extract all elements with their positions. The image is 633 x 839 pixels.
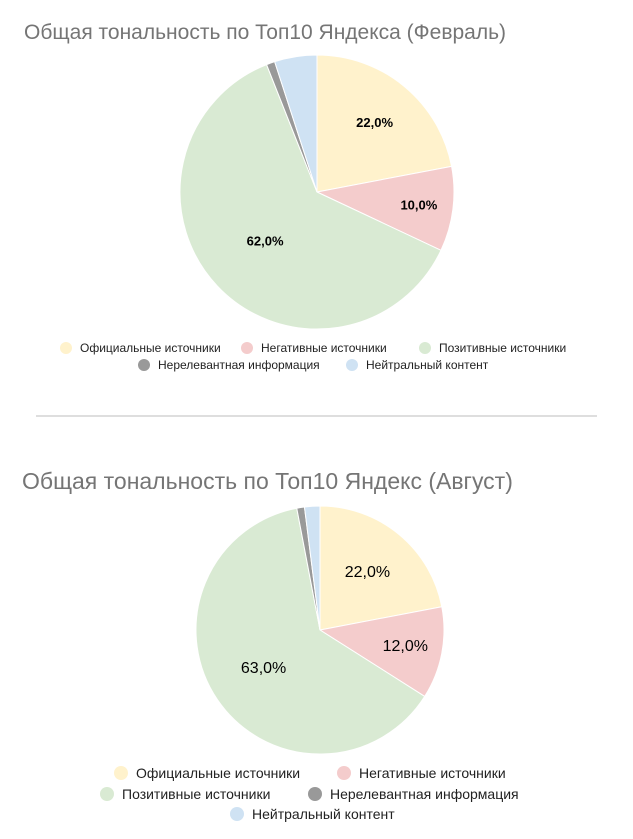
legend-item-positive: Позитивные источники [439,341,566,355]
legend-item-negative: Негативные источники [261,341,387,355]
legend-february: Официальные источники Негативные источник… [60,341,566,372]
data-label-positive: 63,0% [241,660,286,677]
legend-august: Официальные источники Негативные источник… [100,765,519,822]
slice-official [316,54,453,193]
legend-swatch-positive [100,787,114,801]
legend-swatch-neutral [230,807,244,821]
pie-february [179,54,455,330]
legend-swatch-official [114,766,128,780]
legend-item-neutral: Нейтральный контент [252,806,395,822]
legend-item-official: Официальные источники [80,341,221,355]
slice-negative [315,165,455,251]
legend-item-official: Официальные источники [136,765,300,781]
slice-neutral [274,54,318,193]
legend-swatch-positive [419,342,431,354]
legend-item-negative: Негативные источники [359,765,506,781]
chart-title-february: Общая тональность по Топ10 Яндекса (Февр… [24,21,506,44]
legend-swatch-neutral [346,359,358,371]
slice-positive [179,63,442,330]
data-label-official: 22,0% [345,564,390,581]
chart-title-august: Общая тональность по Топ10 Яндекс (Авгус… [22,468,513,494]
slice-official [319,505,443,631]
legend-item-neutral: Нейтральный контент [366,358,489,372]
data-label-negative: 12,0% [383,638,428,655]
data-labels-august: 22,0% 12,0% 63,0% [241,564,428,677]
legend-swatch-negative [337,766,351,780]
slice-negative [318,606,445,698]
legend-swatch-irrelevant [138,359,150,371]
legend-swatch-negative [241,342,253,354]
data-label-positive: 62,0% [247,233,284,248]
legend-item-irrelevant: Нерелевантная информация [330,786,519,802]
chart-august: Общая тональность по Топ10 Яндекс (Авгус… [22,468,519,822]
data-label-official: 22,0% [356,115,393,130]
legend-swatch-irrelevant [308,787,322,801]
legend-item-irrelevant: Нерелевантная информация [158,358,320,372]
data-label-negative: 10,0% [400,197,437,212]
pie-august [195,505,445,755]
data-labels-february: 22,0% 10,0% 62,0% [247,115,438,249]
legend-swatch-official [60,342,72,354]
legend-item-positive: Позитивные источники [122,786,270,802]
chart-february: Общая тональность по Топ10 Яндекса (Февр… [24,21,566,372]
slice-neutral [303,505,321,631]
slice-positive [195,507,426,755]
